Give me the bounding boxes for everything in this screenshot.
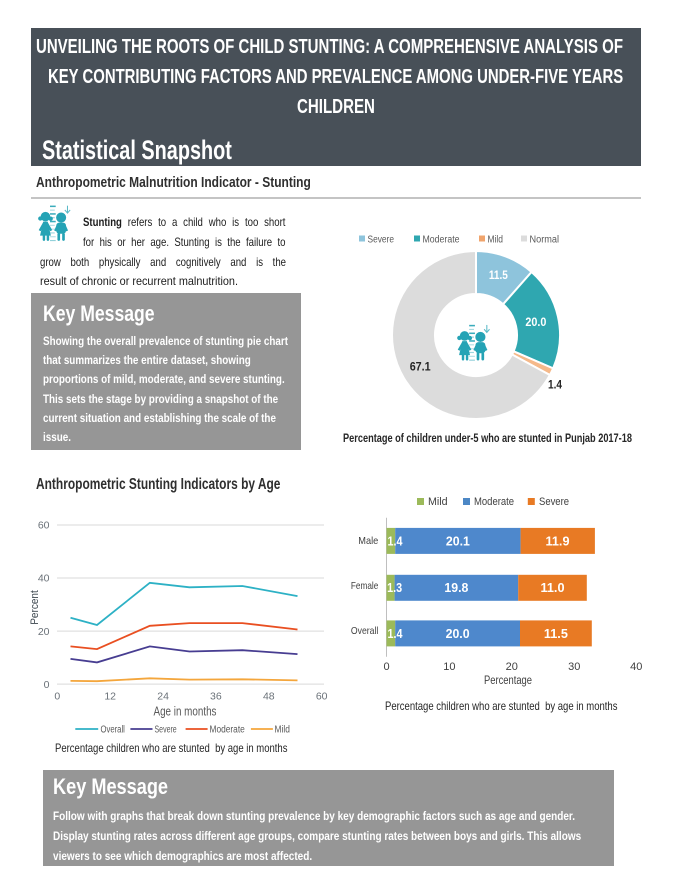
svg-text:Severe: Severe <box>155 725 178 736</box>
svg-text:19.8: 19.8 <box>444 581 468 595</box>
svg-text:Mild: Mild <box>275 725 290 736</box>
svg-text:20.0: 20.0 <box>525 317 546 329</box>
svg-text:Moderate: Moderate <box>423 235 460 246</box>
svg-text:67.1: 67.1 <box>410 362 432 374</box>
svg-text:0: 0 <box>44 679 50 691</box>
svg-text:Overall: Overall <box>101 725 125 736</box>
svg-text:Overall: Overall <box>351 625 378 637</box>
svg-text:36: 36 <box>210 690 222 702</box>
svg-text:0: 0 <box>383 661 389 673</box>
svg-text:12: 12 <box>104 690 116 702</box>
svg-text:1.3: 1.3 <box>387 581 402 595</box>
svg-text:Moderate: Moderate <box>474 496 514 508</box>
svg-text:30: 30 <box>568 661 580 673</box>
svg-text:Male: Male <box>358 535 378 547</box>
svg-text:20: 20 <box>506 661 518 673</box>
svg-text:1.4: 1.4 <box>548 380 563 392</box>
svg-text:20.0: 20.0 <box>446 627 470 641</box>
svg-text:11.0: 11.0 <box>541 581 565 595</box>
svg-text:20.1: 20.1 <box>446 534 470 548</box>
svg-text:40: 40 <box>38 573 50 585</box>
svg-text:11.5: 11.5 <box>489 270 509 282</box>
svg-text:Moderate: Moderate <box>210 725 246 736</box>
svg-text:1.4: 1.4 <box>388 534 403 548</box>
svg-text:11.9: 11.9 <box>546 534 570 548</box>
svg-text:24: 24 <box>157 690 169 702</box>
svg-text:Normal: Normal <box>530 235 560 246</box>
svg-text:Severe: Severe <box>539 496 569 508</box>
svg-text:60: 60 <box>38 520 50 532</box>
svg-text:Female: Female <box>351 580 379 592</box>
svg-text:10: 10 <box>443 661 455 673</box>
svg-text:20: 20 <box>38 626 50 638</box>
svg-text:Mild: Mild <box>428 496 448 508</box>
svg-text:Severe: Severe <box>368 235 395 246</box>
svg-text:Percentage: Percentage <box>484 675 532 687</box>
svg-text:40: 40 <box>630 661 642 673</box>
svg-text:Mild: Mild <box>488 235 504 246</box>
svg-text:11.5: 11.5 <box>544 627 568 641</box>
svg-text:0: 0 <box>54 690 60 702</box>
svg-text:1.4: 1.4 <box>388 627 403 641</box>
svg-text:Percent: Percent <box>29 590 41 625</box>
svg-text:60: 60 <box>316 690 328 702</box>
svg-text:Age in months: Age in months <box>154 705 217 719</box>
svg-text:48: 48 <box>263 690 275 702</box>
